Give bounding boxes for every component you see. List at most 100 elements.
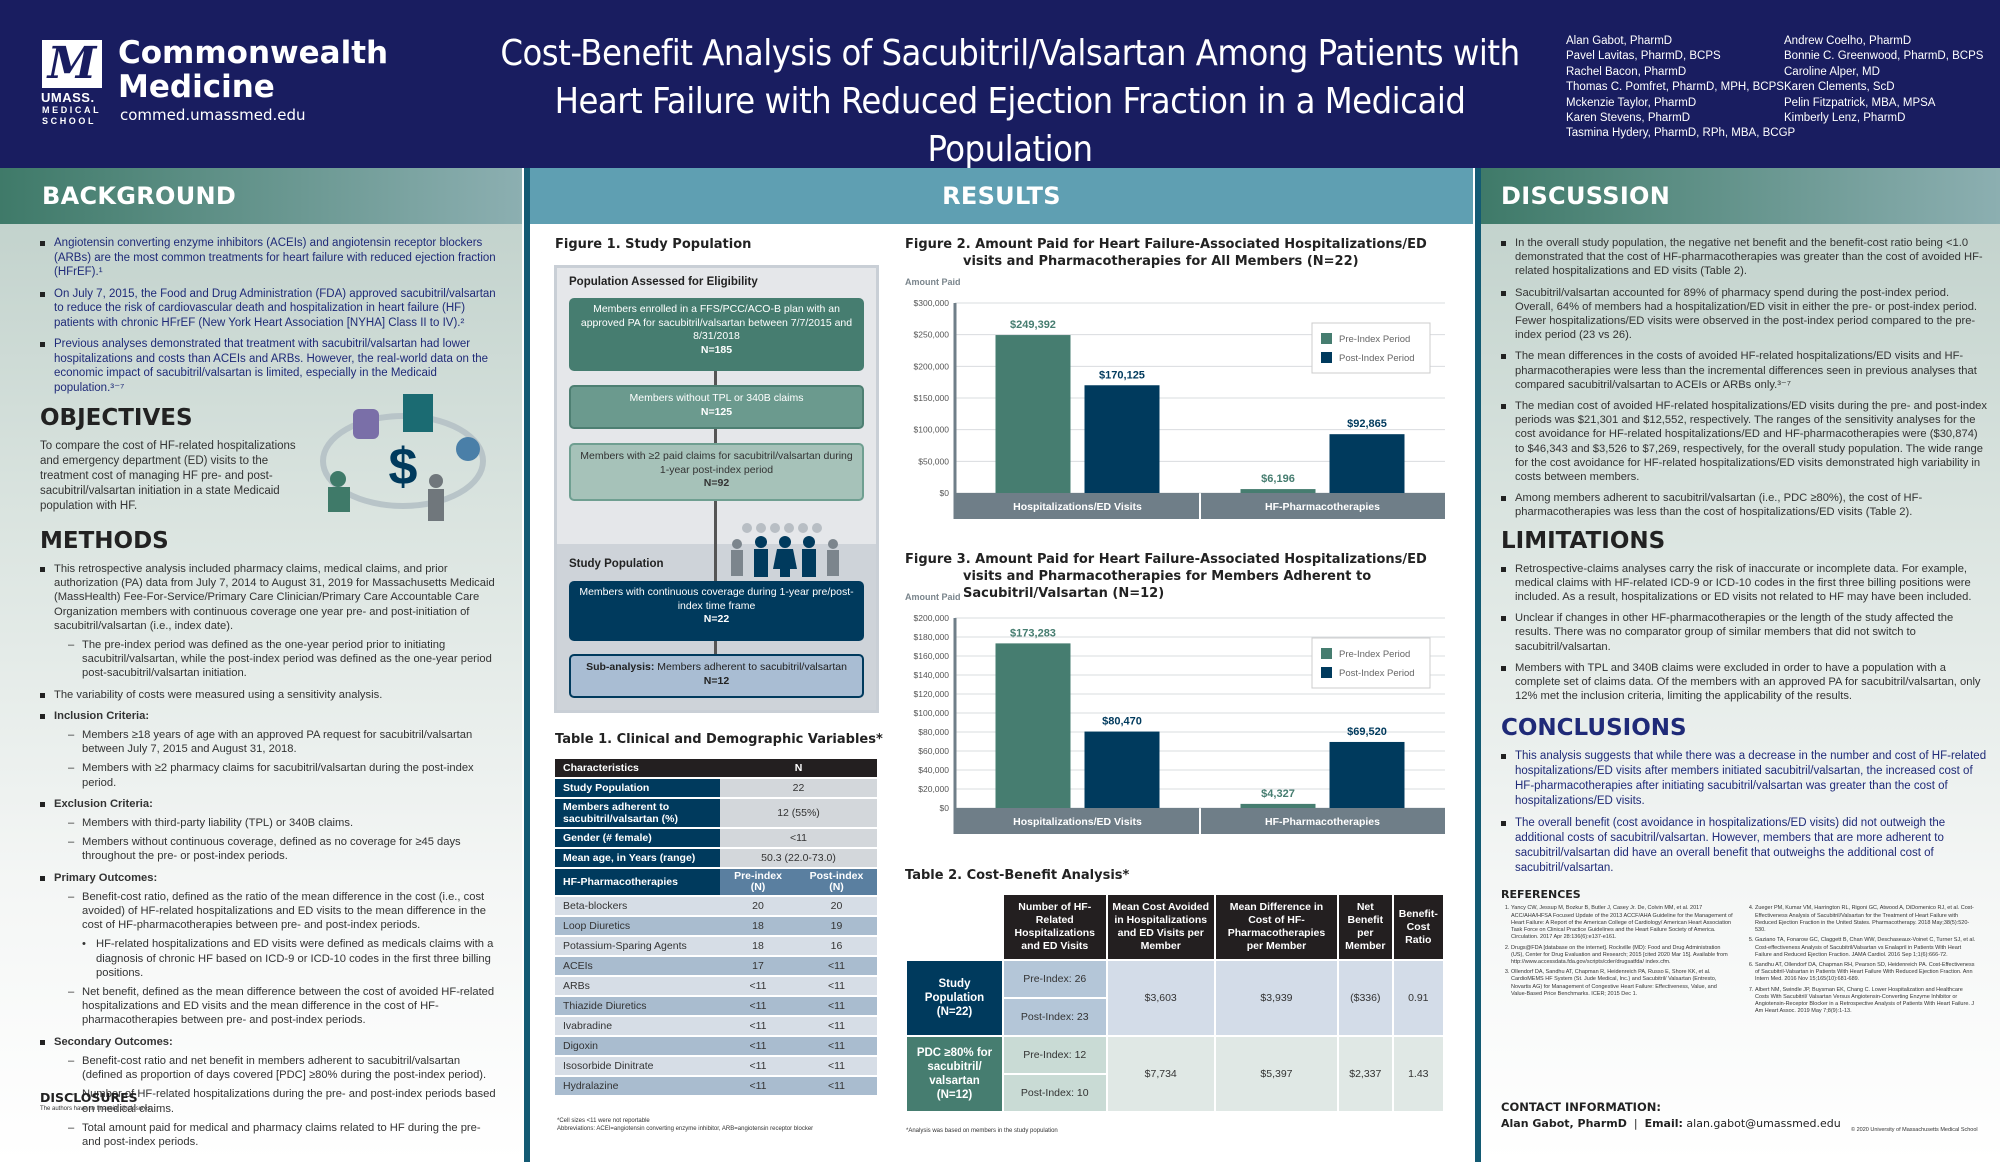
table-column-header: Net Benefit per Member — [1339, 895, 1392, 959]
discussion-bullet: The mean differences in the costs of avo… — [1501, 349, 1987, 392]
limitation-bullet: Retrospective-claims analyses carry the … — [1501, 562, 1987, 605]
bar-value-label: $6,196 — [1261, 473, 1295, 485]
left-column: Angiotensin converting enzyme inhibitors… — [0, 224, 522, 1162]
legend-box — [1311, 637, 1431, 689]
y-tick-label: $200,000 — [914, 361, 950, 371]
copyright: © 2020 University of Massachusetts Medic… — [1851, 1127, 1978, 1133]
y-tick-label: $50,000 — [918, 456, 949, 466]
conclusion-bullet: The overall benefit (cost avoidance in h… — [1501, 816, 1987, 876]
legend-box — [1311, 322, 1431, 374]
author-name: Karen Stevens, PharmD — [1566, 112, 1691, 125]
secondary-outcome-item: Total amount paid for medical and pharma… — [68, 1121, 502, 1149]
table-column-header: Mean Difference in Cost of HF-Pharmacoth… — [1215, 895, 1337, 959]
discussion-heading: DISCUSSION — [1481, 168, 2000, 224]
author-name: Rachel Bacon, PharmD — [1566, 65, 1687, 78]
y-tick-label: $140,000 — [914, 670, 950, 680]
legend-swatch — [1321, 352, 1332, 363]
table1-footnote: *Cell sizes <11 were not reportable — [557, 1118, 650, 1124]
table-row: Hydralazine <11 <11 — [555, 1077, 877, 1095]
references-list: Yancy CW, Jessup M, Bozkur B, Butler J, … — [1501, 905, 1987, 1018]
bar-value-label: $80,470 — [1102, 716, 1142, 728]
study-population-label: Study Population — [569, 558, 664, 570]
clinical-demographic-table: Characteristics N Study Population 22 Member… — [555, 757, 877, 1097]
references-heading: REFERENCES — [1501, 888, 1581, 902]
conclusions-heading: CONCLUSIONS — [1501, 715, 1687, 742]
flow-box-sub-analysis: Sub-analysis: Members adherent to sacubi… — [569, 654, 864, 698]
bar-value-label: $249,392 — [1010, 319, 1056, 331]
objectives-text: To compare the cost of HF-related hospit… — [40, 440, 296, 512]
brand-url[interactable]: commed.umassmed.edu — [120, 106, 306, 124]
table-row: Post-Index: 23 — [907, 999, 1443, 1035]
table-row: Gender (# female) <11 — [555, 829, 877, 847]
flow-box-continuous-coverage: Members with continuous coverage during … — [569, 581, 864, 641]
limitations-heading: LIMITATIONS — [1501, 527, 1666, 554]
bar-value-label: $69,520 — [1347, 726, 1387, 738]
x-category-label: HF-Pharmacotherapies — [1265, 501, 1380, 513]
table-header-row: Characteristics N — [555, 759, 877, 777]
table-subheader-row: HF-Pharmacotherapies Pre-index (N) Post-in… — [555, 869, 877, 895]
x-category-label: HF-Pharmacotherapies — [1265, 816, 1380, 828]
limitations-bullets: Retrospective-claims analyses carry the … — [1501, 562, 1987, 704]
background-heading: BACKGROUND — [0, 168, 522, 224]
table-row: Study Population 22 — [555, 779, 877, 797]
limitation-bullet: Unclear if changes in other HF-pharmacot… — [1501, 611, 1987, 654]
contact-email-link[interactable]: alan.gabot@umassmed.edu — [1686, 1117, 1841, 1130]
table-row: Members adherent to sacubitril/valsartan… — [555, 799, 877, 827]
reference-item: Yancy CW, Jessup M, Bozkur B, Butler J, … — [1511, 905, 1733, 941]
inclusion-item: Members ≥18 years of age with an approve… — [68, 728, 502, 756]
contact-line: Alan Gabot, PharmD | Email: alan.gabot@u… — [1501, 1117, 1841, 1130]
figure2-bar-chart: Amount Paid $0 $50,000 $100,000 $150,000 $200… — [905, 277, 1445, 519]
table-row: Potassium-Sparing Agents 18 16 — [555, 937, 877, 955]
reference-item: Albert NM, Swindle JP, Buysman EK, Chang… — [1755, 987, 1977, 1016]
background-bullet: On July 7, 2015, the Food and Drug Admin… — [40, 287, 502, 331]
table-row: Post-Index: 10 — [907, 1075, 1443, 1111]
background-bullets: Angiotensin converting enzyme inhibitors… — [40, 236, 502, 395]
author-name: Tasmina Hydery, PharmD, RPh, MBA, BCGP — [1566, 127, 1796, 140]
bar-value-label: $92,865 — [1347, 418, 1387, 430]
people-group-icon — [731, 523, 839, 577]
bar-pre-index-period — [995, 335, 1071, 493]
y-tick-label: $200,000 — [914, 613, 950, 623]
healthcare-cost-illustration-icon: $ — [320, 394, 486, 521]
objectives-heading: OBJECTIVES — [40, 405, 193, 431]
y-tick-label: $300,000 — [914, 298, 950, 308]
table-column-header: Benefit-Cost Ratio — [1393, 895, 1443, 959]
table-row: Digoxin <11 <11 — [555, 1037, 877, 1055]
y-tick-label: $60,000 — [918, 746, 949, 756]
discussion-bullet: Among members adherent to sacubitril/val… — [1501, 491, 1987, 519]
flow-box-paid-claims: Members with ≥2 paid claims for sacubitr… — [569, 443, 864, 501]
bar-pre-index-period — [995, 643, 1071, 808]
results-heading: RESULTS — [530, 168, 1473, 224]
methods-heading: METHODS — [40, 528, 169, 554]
cost-benefit-table: Number of HF-Related Hospitalizations an… — [905, 893, 1445, 1113]
y-tick-label: $0 — [940, 803, 950, 813]
table-row: Beta-blockers 20 20 — [555, 897, 877, 915]
bar-value-label: $170,125 — [1099, 369, 1145, 381]
legend-swatch — [1321, 667, 1332, 678]
legend-label: Post-Index Period — [1339, 353, 1415, 364]
table-row: Study Population (N=22) Pre-Index: 26 $3,… — [907, 961, 1443, 1035]
exclusion-item: Members with third-party liability (TPL)… — [68, 816, 502, 830]
table1-abbreviations: Abbreviations: ACEI=angiotensin converti… — [557, 1126, 814, 1132]
secondary-outcome-item: Benefit-cost ratio and net benefit in me… — [68, 1054, 502, 1082]
category-band — [955, 493, 1199, 519]
x-category-label: Hospitalizations/ED Visits — [1013, 816, 1142, 828]
category-band — [1201, 493, 1445, 519]
discussion-bullet: The median cost of avoided HF-related ho… — [1501, 399, 1987, 484]
figure3-title: Figure 3. Amount Paid for Heart Failure-… — [905, 552, 1427, 601]
disclosures-text: The authors have no financial disclosure… — [40, 1106, 153, 1112]
bar-value-label: $4,327 — [1261, 788, 1295, 800]
author-name: Bonnie C. Greenwood, PharmD, BCPS — [1784, 50, 1984, 63]
legend-label: Pre-Index Period — [1339, 334, 1410, 345]
table-row: PDC ≥80% for sacubitril/ valsartan (N=12… — [907, 1037, 1443, 1111]
reference-item: Gaziano TA, Fonarow GC, Claggett B, Chan… — [1755, 937, 1977, 959]
discussion-bullets: In the overall study population, the neg… — [1501, 236, 1987, 520]
background-bullet: Angiotensin converting enzyme inhibitors… — [40, 236, 502, 280]
umass-logo-icon: M — [42, 40, 102, 88]
eligibility-label: Population Assessed for Eligibility — [569, 276, 758, 288]
y-axis-label: Amount Paid — [905, 277, 961, 287]
table-column-header: Number of HF-Related Hospitalizations an… — [1004, 895, 1106, 959]
authors-column-1: Alan Gabot, PharmD Pavel Lavitas, PharmD,… — [1566, 34, 1795, 142]
y-tick-label: $250,000 — [914, 330, 950, 340]
discussion-bullet: Sacubitril/valsartan accounted for 89% o… — [1501, 286, 1987, 343]
